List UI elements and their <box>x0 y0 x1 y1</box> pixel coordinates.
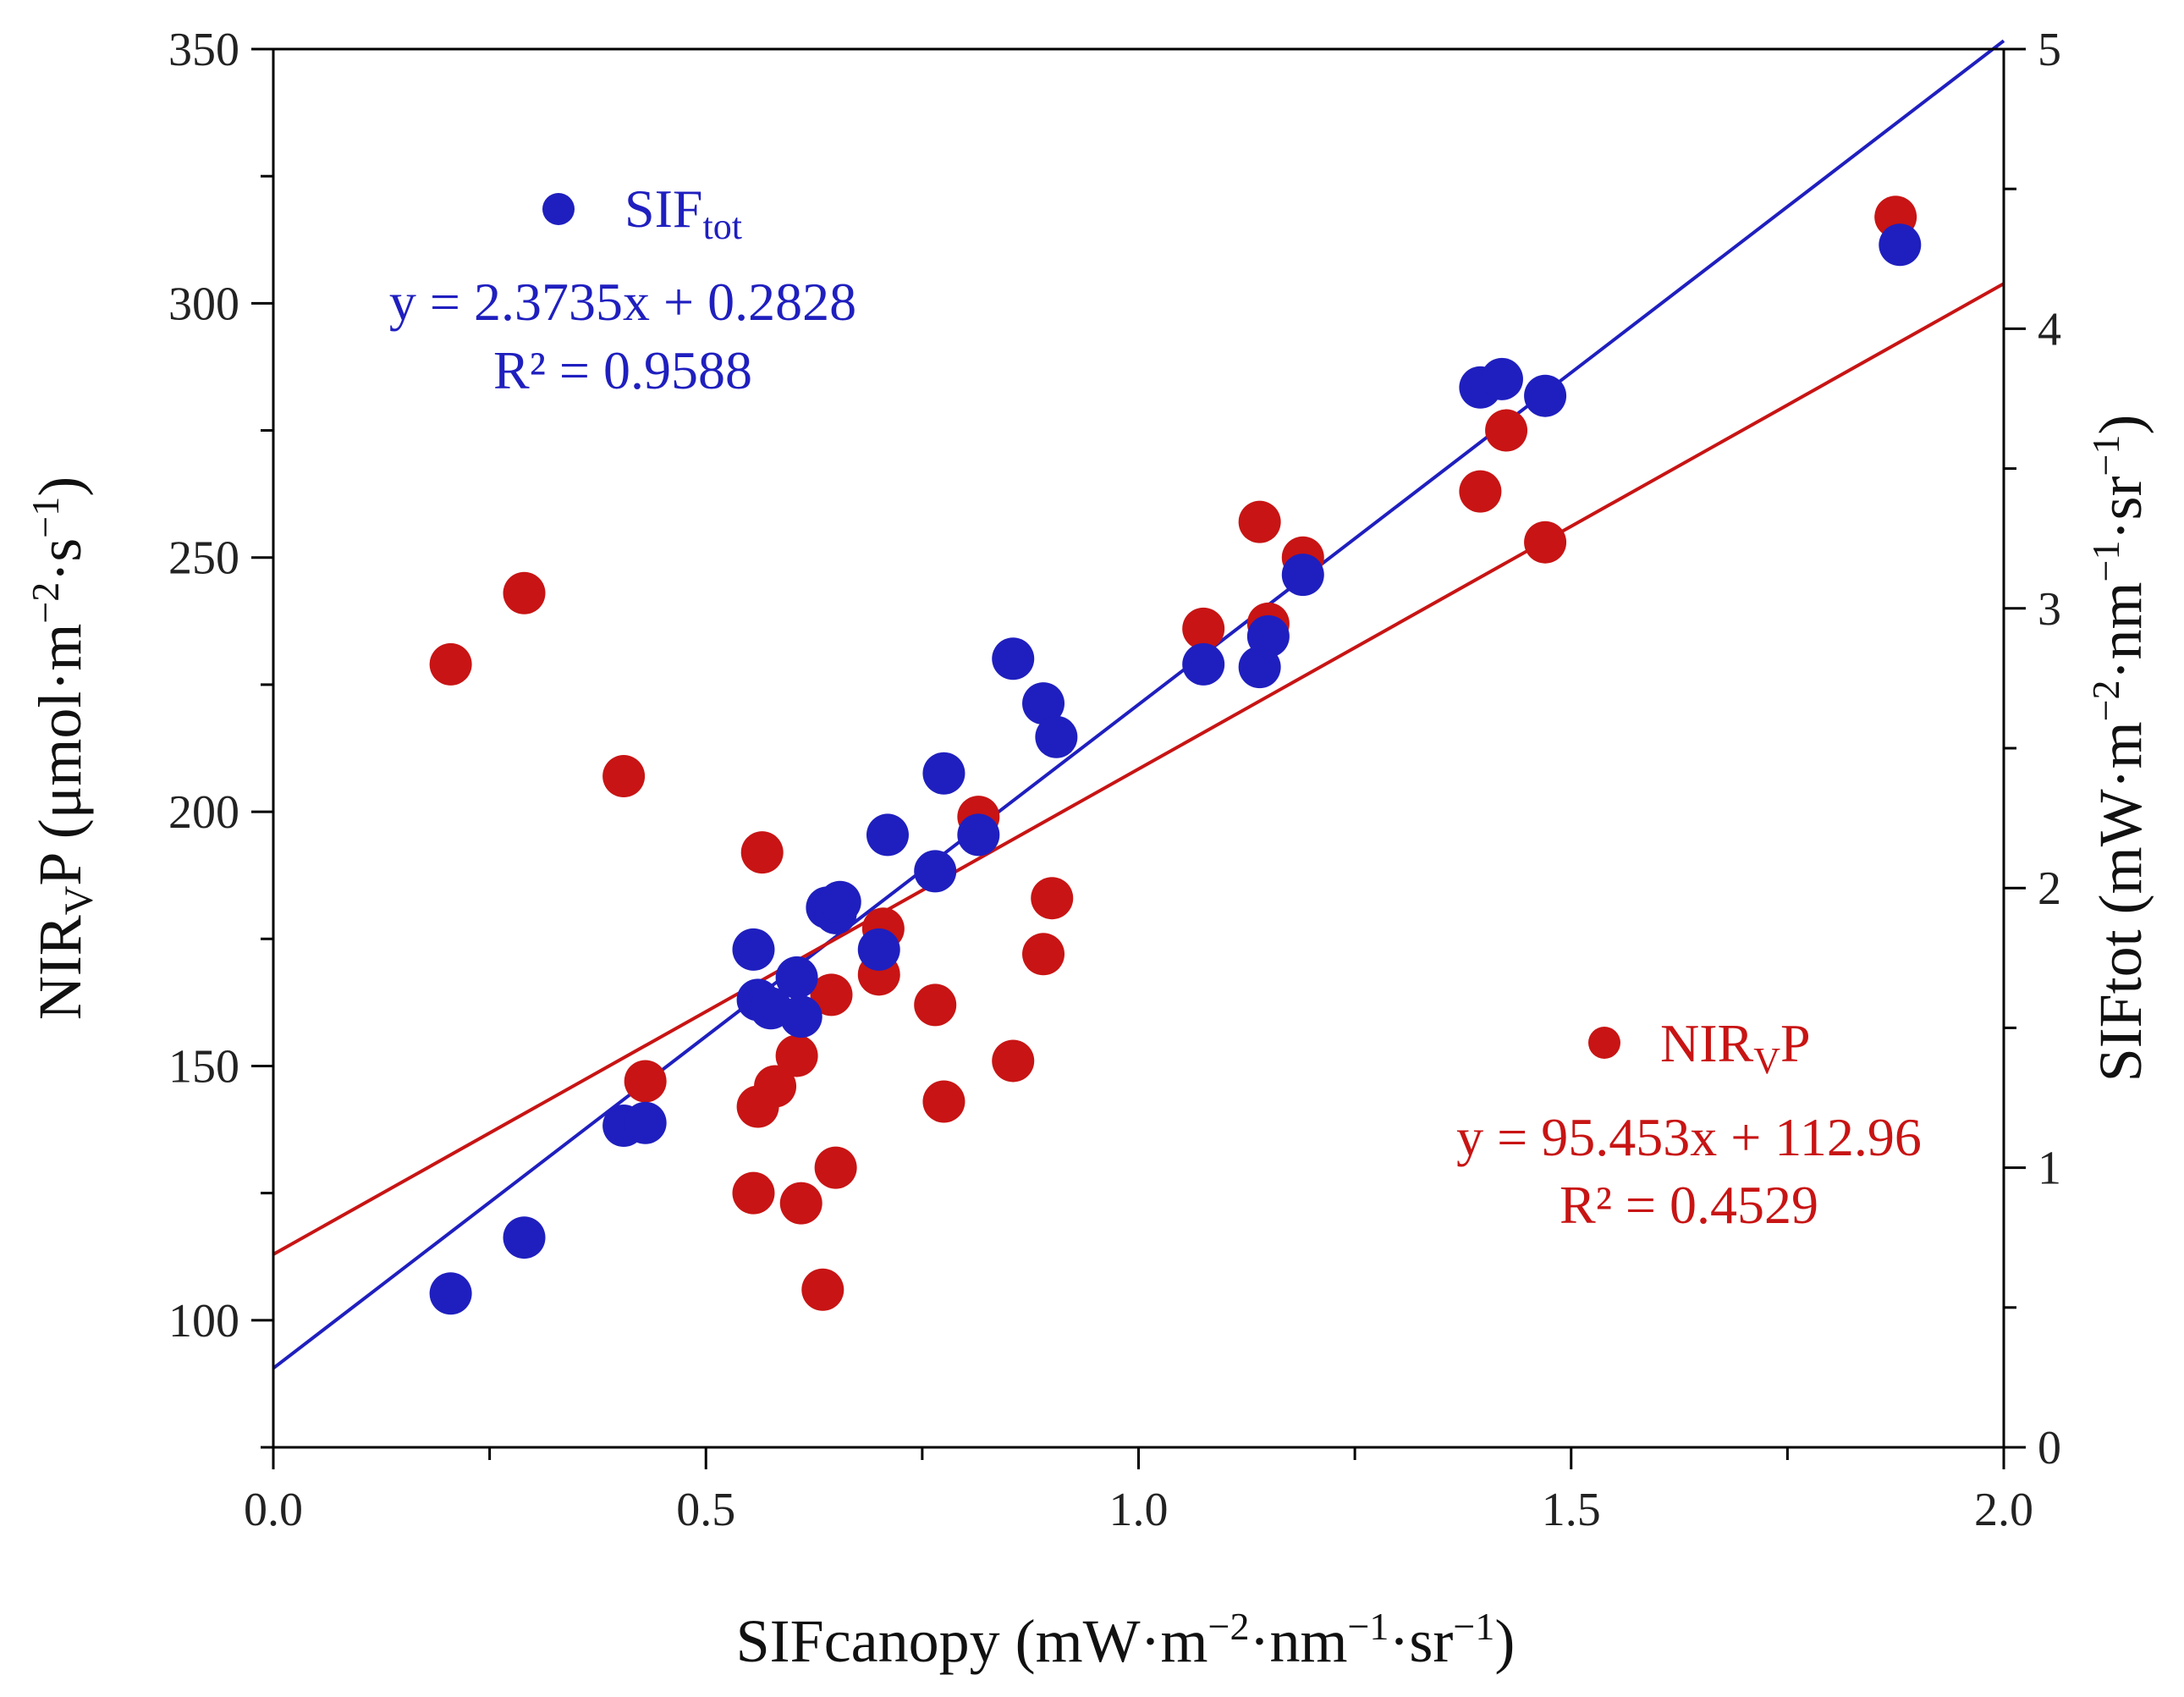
point-nirvp <box>429 642 472 686</box>
point-siftot <box>779 995 822 1039</box>
y-right-tick-label: 0 <box>2038 1422 2061 1474</box>
point-siftot <box>732 928 775 971</box>
point-nirvp <box>1485 409 1528 452</box>
y-right-tick-label: 2 <box>2038 862 2061 915</box>
legend-nirvp-r2: R² = 0.4529 <box>1560 1175 1818 1235</box>
point-nirvp <box>602 755 646 798</box>
x-tick-label: 1.0 <box>1109 1484 1169 1536</box>
point-siftot <box>914 850 957 893</box>
y-left-tick-label: 200 <box>168 786 239 839</box>
point-nirvp <box>754 1065 797 1108</box>
y-left-tick-label: 100 <box>168 1295 239 1347</box>
legend-siftot-r2: R² = 0.9588 <box>493 340 752 400</box>
y-left-tick-label: 350 <box>168 24 239 76</box>
point-siftot <box>775 956 818 999</box>
point-nirvp <box>740 831 784 874</box>
data-points <box>429 196 1922 1315</box>
point-nirvp <box>814 1146 857 1189</box>
fit-line-siftot <box>272 39 2005 1370</box>
legend-siftot-equation: y = 2.3735x + 0.2828 <box>389 272 856 332</box>
point-nirvp <box>503 571 546 614</box>
point-siftot <box>1246 614 1290 658</box>
point-nirvp <box>732 1171 775 1215</box>
x-tick-label: 1.5 <box>1542 1484 1601 1536</box>
y-right-axis-title: SIFtot (mW·m−2·nm−1·sr−1) <box>2084 415 2154 1083</box>
point-siftot <box>1281 554 1324 597</box>
x-axis-title: SIFcanopy (mW·m−2·nm−1·sr−1) <box>736 1605 1516 1675</box>
point-nirvp <box>1182 607 1225 650</box>
point-nirvp <box>922 1080 965 1123</box>
legend-nirvp-label: NIRVP <box>1660 1013 1811 1082</box>
point-siftot <box>429 1272 472 1315</box>
fit-line-nirvp <box>272 282 2005 1256</box>
point-siftot <box>624 1101 667 1144</box>
legend-siftot: SIFtot y = 2.3735x + 0.2828 R² = 0.9588 <box>389 179 856 400</box>
legend-siftot-label: SIFtot <box>624 179 742 247</box>
point-siftot <box>1480 357 1523 400</box>
point-siftot <box>922 752 965 795</box>
point-siftot <box>1182 642 1225 686</box>
legend-nirvp-equation: y = 95.453x + 112.96 <box>1456 1107 1922 1167</box>
point-siftot <box>818 880 861 923</box>
y-right-tick-label: 3 <box>2038 583 2061 636</box>
point-siftot <box>1879 223 1922 267</box>
point-siftot <box>503 1216 546 1259</box>
point-nirvp <box>992 1039 1035 1083</box>
legend-nirvp-marker <box>1588 1027 1620 1059</box>
fit-lines <box>272 39 2005 1370</box>
point-nirvp <box>1459 470 1502 513</box>
legend-nirvp-tail: P <box>1780 1013 1811 1073</box>
y-left-tick-label: 250 <box>168 532 239 585</box>
y-right-tick-label: 1 <box>2038 1143 2061 1195</box>
point-nirvp <box>624 1060 667 1103</box>
point-siftot <box>992 637 1035 680</box>
point-nirvp <box>1238 500 1281 543</box>
point-siftot <box>857 928 900 971</box>
point-nirvp <box>914 983 957 1027</box>
legend-nirvp-sub: V <box>1753 1040 1780 1082</box>
x-tick-label: 0.5 <box>676 1484 735 1536</box>
point-nirvp <box>1524 521 1567 564</box>
y-right-tick-label: 4 <box>2038 303 2061 355</box>
legend-nirvp: NIRVP y = 95.453x + 112.96 R² = 0.4529 <box>1456 1013 1922 1235</box>
point-nirvp <box>1031 877 1074 920</box>
x-tick-label: 2.0 <box>1974 1484 2033 1536</box>
point-nirvp <box>1022 933 1065 976</box>
y-left-tick-label: 300 <box>168 278 239 330</box>
point-siftot <box>1524 374 1567 417</box>
x-tick-label: 0.0 <box>244 1484 303 1536</box>
point-nirvp <box>801 1268 844 1311</box>
y-left-tick-label: 150 <box>168 1040 239 1093</box>
legend-nirvp-main: NIR <box>1660 1013 1754 1073</box>
y-left-axis-title: NIRVP (μmol·m−2·s−1) <box>24 477 102 1021</box>
point-nirvp <box>779 1182 822 1225</box>
point-siftot <box>1035 715 1078 758</box>
y-right-tick-label: 5 <box>2038 24 2061 76</box>
legend-siftot-sub: tot <box>703 206 742 247</box>
point-siftot <box>957 813 1000 857</box>
legend-siftot-marker <box>542 193 575 225</box>
point-siftot <box>866 813 909 857</box>
point-nirvp <box>810 973 853 1017</box>
point-siftot <box>1022 682 1065 725</box>
point-nirvp <box>775 1034 818 1077</box>
legend-siftot-main: SIF <box>624 179 703 239</box>
ticks: 0.0 0.5 1.0 1.5 2.0 100 150 200 250 300 350 0 1 2 3 4 5 <box>168 24 2061 1536</box>
